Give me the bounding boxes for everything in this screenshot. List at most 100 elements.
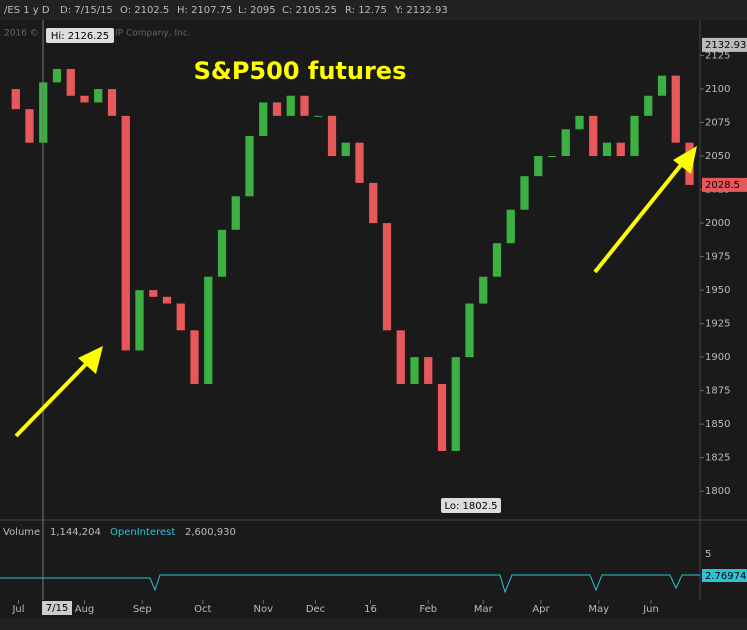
y-tick-label: 1925: [705, 319, 730, 330]
y-tick-label: 2125: [705, 51, 730, 62]
candle-body: [479, 276, 488, 304]
candle-body: [575, 115, 584, 130]
candle-body: [671, 75, 680, 143]
x-tick-label: Jul: [11, 604, 24, 615]
lo-box: [441, 498, 501, 513]
candle-body: [80, 95, 89, 103]
copyright: 2016 ©: [4, 29, 39, 39]
candle-body: [190, 330, 199, 384]
y-tick-label: 1825: [705, 453, 730, 464]
candle-body: [437, 383, 447, 451]
candle-body: [259, 102, 268, 136]
lo-label: Lo: 1802.5: [444, 501, 497, 512]
volume-axis-label: 5: [705, 549, 711, 560]
cursor-label: 7/15: [46, 603, 68, 614]
candle-body: [561, 129, 570, 157]
x-tick-label: Feb: [419, 604, 437, 615]
candle-body: [231, 196, 240, 230]
candle-body: [176, 303, 185, 331]
candle-body: [11, 89, 20, 110]
candle-body: [25, 109, 34, 143]
candle-body: [382, 223, 392, 331]
y-tick-label: 1975: [705, 252, 730, 263]
candle-body: [547, 156, 557, 158]
candle-body: [341, 142, 350, 157]
candle-body: [451, 357, 460, 451]
candle-body: [121, 115, 130, 351]
close: C: 2105.25: [282, 5, 337, 16]
copyright: IP Company, Inc.: [115, 29, 191, 39]
candle-body: [327, 115, 337, 157]
y-tick-label: 1800: [705, 486, 730, 497]
y-tick-label: 2100: [705, 84, 730, 95]
x-tick-label: Sep: [133, 604, 152, 615]
symbol[interactable]: /ES 1 y D: [4, 5, 50, 16]
candle-body: [616, 142, 625, 157]
candle-body: [204, 276, 213, 384]
open-interest-line: [0, 574, 700, 594]
y-tick-label: 1900: [705, 352, 730, 363]
oi-label: OpenInterest: [110, 527, 175, 538]
candle-body: [162, 296, 172, 304]
price-marker-label: 2028.5: [705, 180, 740, 191]
x-tick-label: Aug: [75, 604, 95, 615]
price-marker-box: [702, 37, 747, 52]
y-tick-label: 1850: [705, 419, 730, 430]
candle-body: [630, 115, 639, 157]
candle-body: [355, 142, 364, 183]
candle-body: [286, 95, 295, 116]
candle-body: [602, 142, 612, 157]
candle-body: [492, 243, 502, 277]
candle-body: [107, 89, 117, 116]
candle-body: [410, 357, 419, 384]
price-marker-label: 2132.93: [705, 40, 746, 51]
x-tick-label: Apr: [532, 604, 550, 615]
candle-body: [396, 330, 405, 384]
date: D: 7/15/15: [60, 5, 113, 16]
candle-body: [534, 156, 543, 177]
y-tick-label: 2050: [705, 151, 730, 162]
oi-value: 2,600,930: [185, 527, 236, 538]
high: H: 2107.75: [177, 5, 232, 16]
candle-body: [94, 89, 103, 103]
candle-body: [314, 115, 323, 117]
open: O: 2102.5: [120, 5, 169, 16]
x-tick-label: Mar: [474, 604, 494, 615]
candle-body: [66, 68, 75, 96]
oi-axis-label: 2.76974: [705, 571, 746, 582]
range: R: 12.75: [345, 5, 387, 16]
cursor-box: [42, 601, 72, 615]
candle-body: [424, 357, 433, 384]
x-tick-label: 16: [364, 604, 377, 615]
oi-axis-box: [702, 569, 747, 582]
x-tick-label: Nov: [253, 604, 273, 615]
bottom-toolbar: [0, 618, 747, 630]
price-marker-box: [702, 177, 747, 192]
hi-label: Hi: 2126.25: [51, 31, 109, 42]
toolbar-bg: [0, 0, 747, 20]
volume-value: 1,144,204: [50, 527, 101, 538]
x-tick-label: Oct: [194, 604, 211, 615]
candle-body: [657, 75, 667, 96]
candle-body: [272, 102, 282, 116]
candle-body: [589, 115, 598, 157]
y-tick-label: 2000: [705, 218, 730, 229]
candle-body: [245, 135, 254, 197]
candle-body: [217, 229, 227, 277]
hi-box: [46, 28, 114, 43]
candle-body: [520, 176, 529, 210]
candle-body: [52, 68, 62, 83]
y-tick-label: 1875: [705, 386, 730, 397]
chart-title: S&P500 futures: [194, 57, 407, 85]
candle-body: [369, 182, 378, 224]
x-tick-label: Dec: [306, 604, 325, 615]
y-value: Y: 2132.93: [394, 5, 448, 16]
candle-body: [465, 303, 474, 358]
x-tick-label: May: [588, 604, 609, 615]
candle-body: [300, 95, 309, 116]
x-tick-label: Jun: [642, 604, 659, 615]
arrows: [14, 146, 697, 438]
y-tick-label: 2075: [705, 118, 730, 129]
candle-body: [506, 209, 515, 244]
